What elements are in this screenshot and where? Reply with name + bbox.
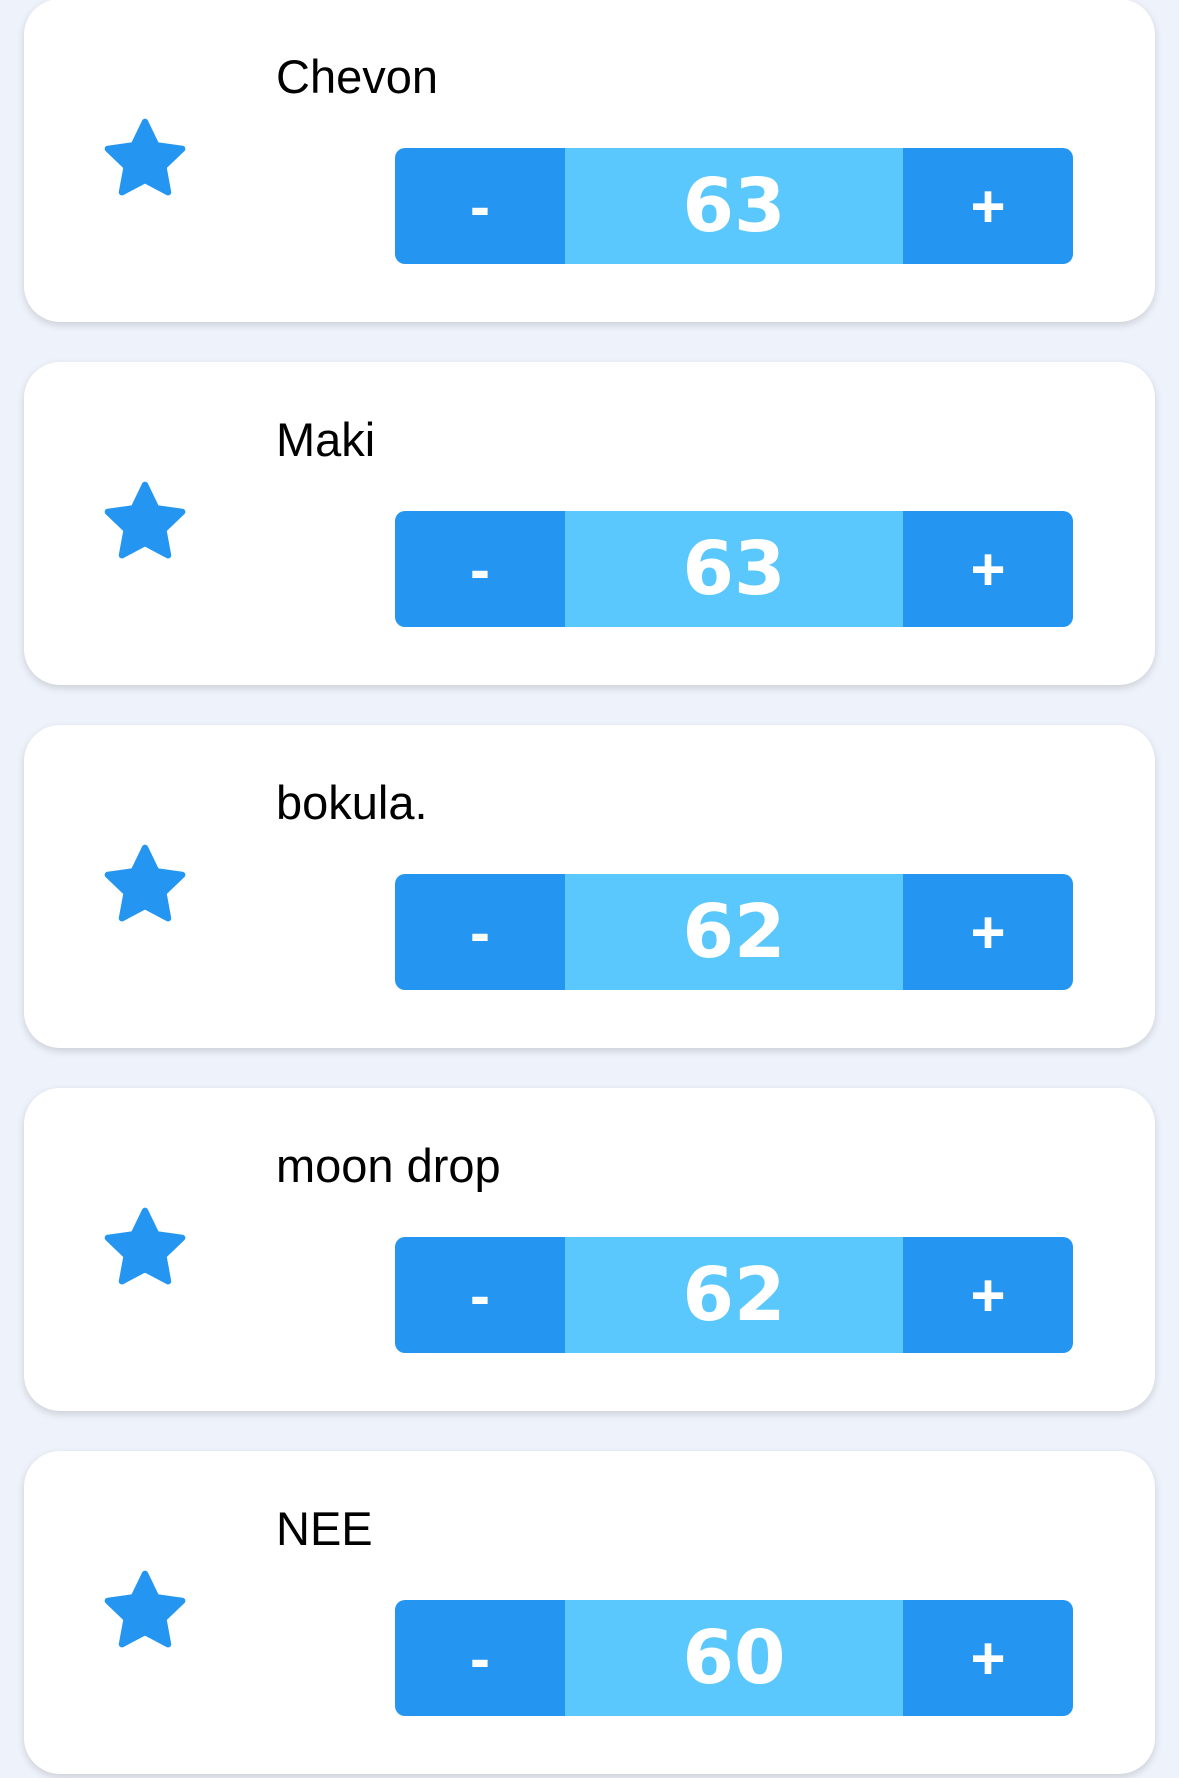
list-item: Maki - 63 + [24,362,1155,685]
item-name: moon drop [276,1139,501,1192]
decrement-button[interactable]: - [395,511,565,627]
item-name: bokula. [276,776,428,829]
quantity-stepper: - 62 + [395,874,1073,990]
list-item: bokula. - 62 + [24,725,1155,1048]
increment-button[interactable]: + [903,1237,1073,1353]
decrement-button[interactable]: - [395,148,565,264]
increment-button[interactable]: + [903,511,1073,627]
stepper-value: 63 [565,511,903,627]
list-item: moon drop - 62 + [24,1088,1155,1411]
quantity-stepper: - 60 + [395,1600,1073,1716]
star-icon[interactable] [98,475,192,569]
increment-button[interactable]: + [903,148,1073,264]
item-name: NEE [276,1502,373,1555]
quantity-stepper: - 63 + [395,148,1073,264]
star-icon[interactable] [98,112,192,206]
decrement-button[interactable]: - [395,1237,565,1353]
item-name: Maki [276,413,376,466]
list-item: Chevon - 63 + [24,0,1155,322]
increment-button[interactable]: + [903,874,1073,990]
stepper-value: 62 [565,1237,903,1353]
quantity-stepper: - 62 + [395,1237,1073,1353]
item-name: Chevon [276,50,438,103]
star-icon[interactable] [98,1564,192,1658]
star-icon[interactable] [98,838,192,932]
decrement-button[interactable]: - [395,1600,565,1716]
list-item: NEE - 60 + [24,1451,1155,1774]
decrement-button[interactable]: - [395,874,565,990]
quantity-stepper: - 63 + [395,511,1073,627]
increment-button[interactable]: + [903,1600,1073,1716]
stepper-value: 62 [565,874,903,990]
stepper-value: 63 [565,148,903,264]
stepper-value: 60 [565,1600,903,1716]
star-icon[interactable] [98,1201,192,1295]
